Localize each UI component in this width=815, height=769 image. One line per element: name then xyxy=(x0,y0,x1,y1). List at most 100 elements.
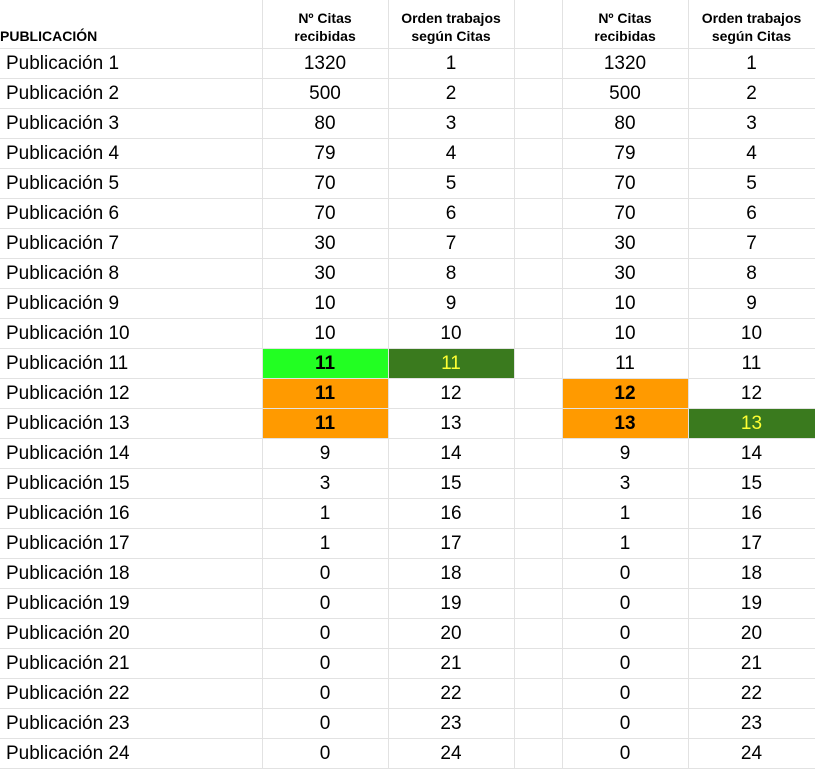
cell-orden-trabajos[interactable]: 15 xyxy=(688,468,815,499)
empty-cell[interactable] xyxy=(514,108,563,139)
cell-citas-recibidas[interactable]: 10 xyxy=(562,318,689,349)
cell-citas-recibidas[interactable]: 0 xyxy=(262,738,389,769)
cell-orden-trabajos[interactable]: 5 xyxy=(388,168,515,199)
cell-orden-trabajos[interactable]: 19 xyxy=(688,588,815,619)
cell-orden-trabajos[interactable]: 17 xyxy=(388,528,515,559)
cell-orden-trabajos[interactable]: 9 xyxy=(688,288,815,319)
cell-citas-recibidas[interactable]: 80 xyxy=(262,108,389,139)
cell-orden-trabajos[interactable]: 23 xyxy=(688,708,815,739)
cell-publication-name[interactable]: Publicación 16 xyxy=(0,498,263,529)
cell-citas-recibidas[interactable]: 10 xyxy=(262,288,389,319)
cell-orden-trabajos[interactable]: 22 xyxy=(688,678,815,709)
cell-orden-trabajos[interactable]: 12 xyxy=(688,378,815,409)
cell-orden-trabajos[interactable]: 13 xyxy=(388,408,515,439)
cell-orden-trabajos[interactable]: 2 xyxy=(388,78,515,109)
cell-citas-recibidas[interactable]: 10 xyxy=(562,288,689,319)
empty-cell[interactable] xyxy=(514,78,563,109)
cell-citas-recibidas[interactable]: 13 xyxy=(562,408,689,439)
cell-orden-trabajos[interactable]: 7 xyxy=(688,228,815,259)
cell-orden-trabajos[interactable]: 20 xyxy=(388,618,515,649)
cell-citas-recibidas[interactable]: 79 xyxy=(562,138,689,169)
cell-orden-trabajos[interactable]: 14 xyxy=(688,438,815,469)
cell-publication-name[interactable]: Publicación 19 xyxy=(0,588,263,619)
cell-citas-recibidas[interactable]: 0 xyxy=(562,558,689,589)
cell-citas-recibidas[interactable]: 0 xyxy=(562,648,689,679)
cell-orden-trabajos[interactable]: 3 xyxy=(388,108,515,139)
cell-citas-recibidas[interactable]: 80 xyxy=(562,108,689,139)
cell-publication-name[interactable]: Publicación 9 xyxy=(0,288,263,319)
cell-publication-name[interactable]: Publicación 4 xyxy=(0,138,263,169)
cell-orden-trabajos[interactable]: 7 xyxy=(388,228,515,259)
empty-cell[interactable] xyxy=(514,618,563,649)
cell-orden-trabajos[interactable]: 1 xyxy=(388,48,515,79)
cell-publication-name[interactable]: Publicación 10 xyxy=(0,318,263,349)
header-citas-2[interactable]: Nº Citas recibidas xyxy=(562,0,689,49)
cell-citas-recibidas[interactable]: 1320 xyxy=(262,48,389,79)
cell-publication-name[interactable]: Publicación 22 xyxy=(0,678,263,709)
cell-citas-recibidas[interactable]: 70 xyxy=(562,168,689,199)
cell-citas-recibidas[interactable]: 12 xyxy=(562,378,689,409)
cell-orden-trabajos[interactable]: 21 xyxy=(388,648,515,679)
cell-orden-trabajos[interactable]: 12 xyxy=(388,378,515,409)
empty-cell[interactable] xyxy=(514,708,563,739)
cell-orden-trabajos[interactable]: 5 xyxy=(688,168,815,199)
cell-citas-recibidas[interactable]: 79 xyxy=(262,138,389,169)
cell-orden-trabajos[interactable]: 3 xyxy=(688,108,815,139)
empty-cell[interactable] xyxy=(514,198,563,229)
cell-orden-trabajos[interactable]: 11 xyxy=(388,348,515,379)
empty-cell[interactable] xyxy=(514,498,563,529)
cell-citas-recibidas[interactable]: 0 xyxy=(262,618,389,649)
cell-citas-recibidas[interactable]: 0 xyxy=(562,618,689,649)
cell-publication-name[interactable]: Publicación 17 xyxy=(0,528,263,559)
cell-citas-recibidas[interactable]: 0 xyxy=(262,648,389,679)
cell-publication-name[interactable]: Publicación 3 xyxy=(0,108,263,139)
empty-cell[interactable] xyxy=(514,438,563,469)
cell-publication-name[interactable]: Publicación 21 xyxy=(0,648,263,679)
cell-citas-recibidas[interactable]: 500 xyxy=(262,78,389,109)
empty-cell[interactable] xyxy=(514,0,563,49)
empty-cell[interactable] xyxy=(514,228,563,259)
empty-cell[interactable] xyxy=(514,558,563,589)
cell-citas-recibidas[interactable]: 1 xyxy=(562,528,689,559)
cell-citas-recibidas[interactable]: 70 xyxy=(262,198,389,229)
cell-citas-recibidas[interactable]: 0 xyxy=(262,708,389,739)
empty-cell[interactable] xyxy=(514,408,563,439)
cell-orden-trabajos[interactable]: 8 xyxy=(388,258,515,289)
cell-orden-trabajos[interactable]: 14 xyxy=(388,438,515,469)
cell-orden-trabajos[interactable]: 6 xyxy=(388,198,515,229)
cell-citas-recibidas[interactable]: 3 xyxy=(262,468,389,499)
empty-cell[interactable] xyxy=(514,648,563,679)
cell-publication-name[interactable]: Publicación 14 xyxy=(0,438,263,469)
empty-cell[interactable] xyxy=(514,138,563,169)
cell-publication-name[interactable]: Publicación 8 xyxy=(0,258,263,289)
cell-citas-recibidas[interactable]: 0 xyxy=(562,588,689,619)
cell-citas-recibidas[interactable]: 9 xyxy=(262,438,389,469)
empty-cell[interactable] xyxy=(514,528,563,559)
cell-publication-name[interactable]: Publicación 2 xyxy=(0,78,263,109)
empty-cell[interactable] xyxy=(514,288,563,319)
cell-citas-recibidas[interactable]: 1320 xyxy=(562,48,689,79)
cell-citas-recibidas[interactable]: 9 xyxy=(562,438,689,469)
cell-orden-trabajos[interactable]: 15 xyxy=(388,468,515,499)
cell-orden-trabajos[interactable]: 20 xyxy=(688,618,815,649)
cell-orden-trabajos[interactable]: 10 xyxy=(388,318,515,349)
cell-orden-trabajos[interactable]: 16 xyxy=(688,498,815,529)
cell-orden-trabajos[interactable]: 2 xyxy=(688,78,815,109)
cell-citas-recibidas[interactable]: 11 xyxy=(262,378,389,409)
cell-citas-recibidas[interactable]: 1 xyxy=(262,498,389,529)
cell-citas-recibidas[interactable]: 30 xyxy=(262,228,389,259)
cell-publication-name[interactable]: Publicación 11 xyxy=(0,348,263,379)
cell-publication-name[interactable]: Publicación 23 xyxy=(0,708,263,739)
cell-orden-trabajos[interactable]: 23 xyxy=(388,708,515,739)
cell-publication-name[interactable]: Publicación 6 xyxy=(0,198,263,229)
cell-orden-trabajos[interactable]: 17 xyxy=(688,528,815,559)
cell-orden-trabajos[interactable]: 11 xyxy=(688,348,815,379)
empty-cell[interactable] xyxy=(514,318,563,349)
cell-citas-recibidas[interactable]: 1 xyxy=(262,528,389,559)
cell-publication-name[interactable]: Publicación 7 xyxy=(0,228,263,259)
cell-citas-recibidas[interactable]: 11 xyxy=(262,348,389,379)
cell-orden-trabajos[interactable]: 18 xyxy=(688,558,815,589)
cell-publication-name[interactable]: Publicación 1 xyxy=(0,48,263,79)
cell-citas-recibidas[interactable]: 11 xyxy=(262,408,389,439)
cell-citas-recibidas[interactable]: 70 xyxy=(562,198,689,229)
